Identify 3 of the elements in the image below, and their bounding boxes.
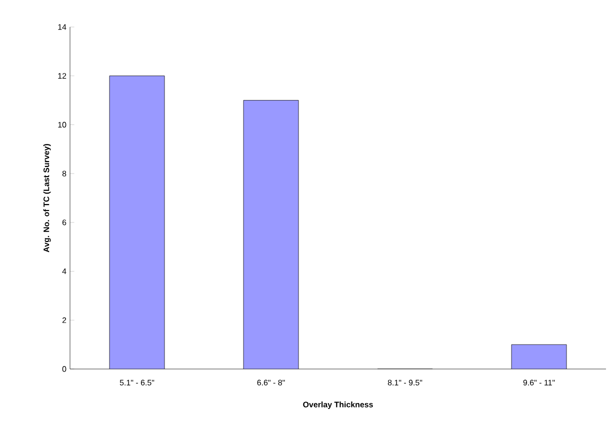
- bar: [244, 100, 299, 369]
- bar: [110, 76, 165, 369]
- bar: [511, 344, 567, 369]
